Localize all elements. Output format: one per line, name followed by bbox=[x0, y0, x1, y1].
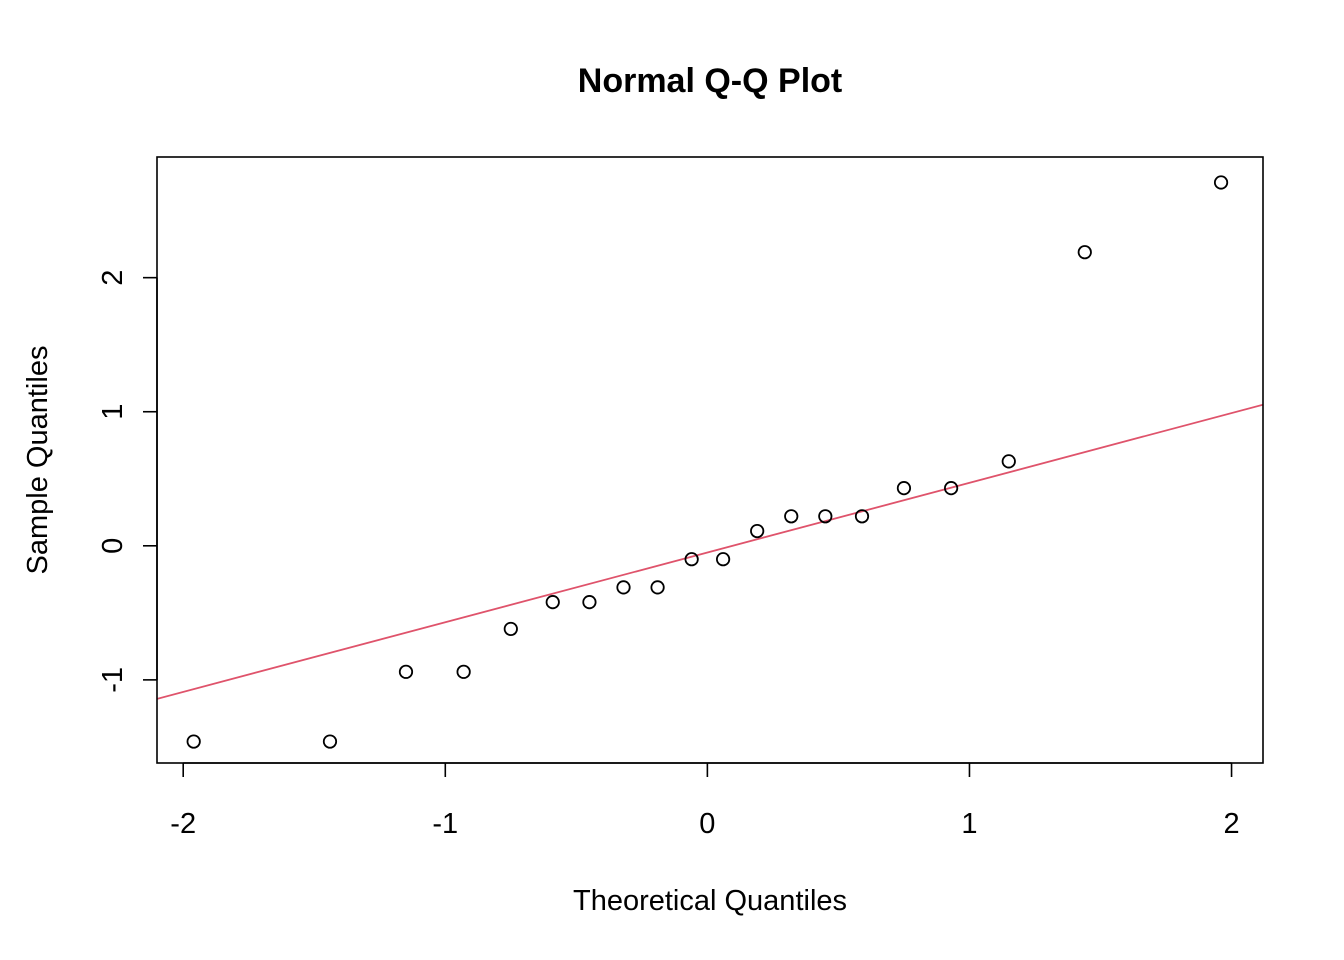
y-tick-label: 0 bbox=[97, 538, 129, 554]
data-point bbox=[186, 734, 201, 749]
data-point bbox=[944, 481, 959, 496]
x-tick-label: 0 bbox=[699, 808, 715, 840]
x-tick-label: 1 bbox=[961, 808, 977, 840]
y-tick-label: 2 bbox=[97, 270, 129, 286]
data-point bbox=[716, 552, 731, 567]
plot-frame bbox=[156, 156, 1264, 764]
x-tick-label: 2 bbox=[1223, 808, 1239, 840]
x-tick-label: -1 bbox=[432, 808, 458, 840]
data-point bbox=[750, 523, 765, 539]
data-point bbox=[456, 664, 471, 679]
data-point bbox=[582, 595, 597, 610]
y-tick-label: 1 bbox=[97, 404, 129, 420]
x-tick-label: -2 bbox=[170, 808, 196, 840]
data-point bbox=[784, 509, 799, 524]
data-point bbox=[503, 621, 518, 637]
data-point bbox=[616, 580, 631, 595]
x-axis: -2 -1 0 1 2 bbox=[170, 762, 1240, 840]
plot-content bbox=[157, 175, 1263, 749]
y-axis-label: Sample Quantiles bbox=[22, 346, 54, 575]
data-point bbox=[1077, 245, 1092, 260]
x-axis-label: Theoretical Quantiles bbox=[573, 885, 847, 917]
data-point bbox=[545, 595, 560, 610]
qq-reference-line bbox=[157, 403, 1263, 700]
data-point bbox=[1001, 454, 1016, 469]
y-tick-label: -1 bbox=[97, 667, 129, 693]
data-point bbox=[896, 481, 912, 496]
data-point bbox=[818, 509, 833, 524]
data-point bbox=[1213, 175, 1229, 190]
data-point bbox=[322, 734, 338, 749]
data-point bbox=[398, 664, 414, 679]
data-point bbox=[684, 552, 699, 567]
data-point bbox=[854, 509, 870, 524]
chart-title: Normal Q-Q Plot bbox=[578, 62, 842, 100]
data-point bbox=[650, 580, 665, 595]
y-axis: -1 0 1 2 bbox=[97, 270, 158, 693]
